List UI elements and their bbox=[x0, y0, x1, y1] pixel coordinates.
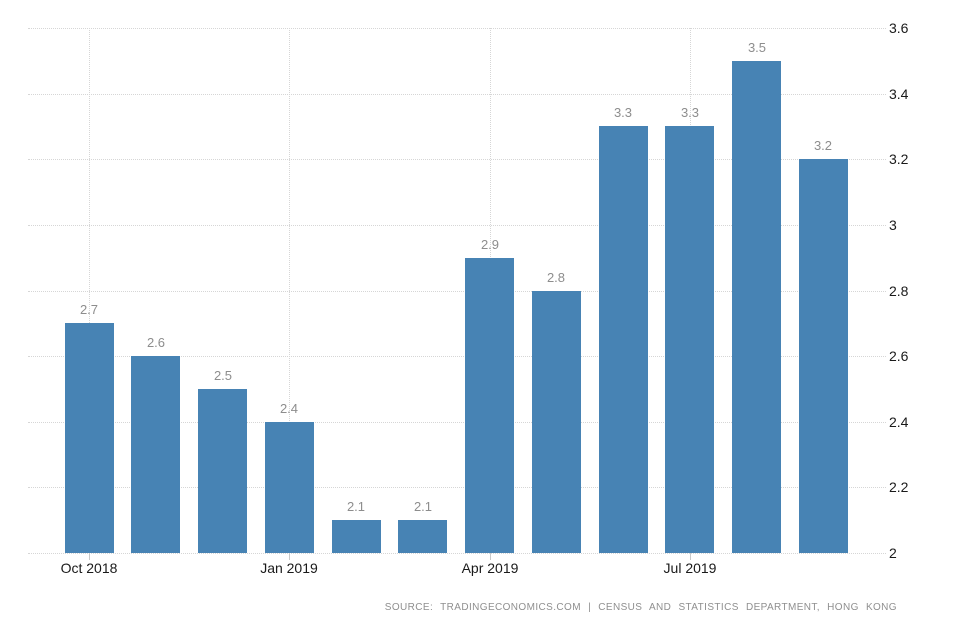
y-axis-tick-label: 2.2 bbox=[889, 479, 909, 495]
bar-value-label: 3.3 bbox=[613, 105, 633, 120]
y-axis-tick-label: 3.2 bbox=[889, 151, 909, 167]
y-axis-tick-label: 3 bbox=[889, 217, 897, 233]
bar bbox=[131, 356, 180, 553]
bar-value-label: 2.1 bbox=[346, 499, 366, 514]
bar-value-label: 2.1 bbox=[413, 499, 433, 514]
x-axis-tick-label: Jul 2019 bbox=[663, 560, 717, 576]
y-axis-tick-label: 3.4 bbox=[889, 86, 909, 102]
x-axis-tick bbox=[490, 553, 491, 560]
bar bbox=[599, 126, 648, 553]
bar-value-label: 2.7 bbox=[79, 302, 99, 317]
bar-value-label: 2.5 bbox=[213, 368, 233, 383]
y-axis-tick-label: 2.4 bbox=[889, 414, 909, 430]
x-axis-tick-label: Apr 2019 bbox=[461, 560, 519, 576]
gridline-horizontal bbox=[28, 422, 886, 423]
y-axis-tick-label: 2.8 bbox=[889, 283, 909, 299]
y-axis-tick-label: 2 bbox=[889, 545, 897, 561]
bar bbox=[799, 159, 848, 553]
bar bbox=[665, 126, 714, 553]
bar-value-label: 2.9 bbox=[480, 237, 500, 252]
bar-value-label: 2.8 bbox=[546, 270, 566, 285]
y-axis-tick-label: 2.6 bbox=[889, 348, 909, 364]
bar bbox=[65, 323, 114, 553]
gridline-horizontal bbox=[28, 487, 886, 488]
bar bbox=[532, 291, 581, 553]
gridline-horizontal bbox=[28, 28, 886, 29]
gridline-horizontal bbox=[28, 356, 886, 357]
gridline-horizontal bbox=[28, 94, 886, 95]
x-axis-tick bbox=[690, 553, 691, 560]
bar-value-label: 3.5 bbox=[747, 40, 767, 55]
bar bbox=[332, 520, 381, 553]
x-axis-tick-label: Oct 2018 bbox=[60, 560, 118, 576]
gridline-horizontal bbox=[28, 553, 886, 554]
gridline-vertical bbox=[89, 28, 90, 553]
bar bbox=[198, 389, 247, 553]
x-axis-tick bbox=[289, 553, 290, 560]
gridline-horizontal bbox=[28, 159, 886, 160]
gridline-vertical bbox=[289, 28, 290, 553]
bar-value-label: 3.3 bbox=[680, 105, 700, 120]
bar-value-label: 2.6 bbox=[146, 335, 166, 350]
gridline-horizontal bbox=[28, 225, 886, 226]
x-axis-tick bbox=[89, 553, 90, 560]
source-text: SOURCE: TRADINGECONOMICS.COM | CENSUS AN… bbox=[384, 602, 897, 613]
bar bbox=[265, 422, 314, 553]
bar-value-label: 3.2 bbox=[813, 138, 833, 153]
bar bbox=[732, 61, 781, 553]
y-axis-tick-label: 3.6 bbox=[889, 20, 909, 36]
gridline-horizontal bbox=[28, 291, 886, 292]
bar bbox=[465, 258, 514, 553]
x-axis-tick-label: Jan 2019 bbox=[260, 560, 318, 576]
bar-value-label: 2.4 bbox=[279, 401, 299, 416]
bar bbox=[398, 520, 447, 553]
